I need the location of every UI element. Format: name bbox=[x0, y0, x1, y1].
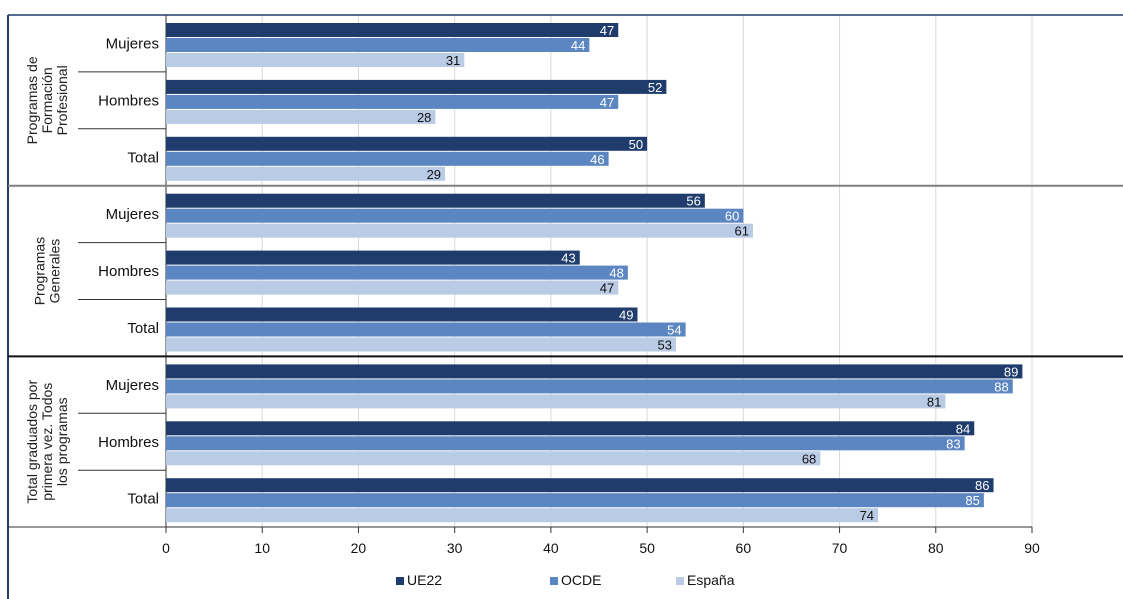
data-label: 52 bbox=[648, 80, 662, 95]
data-label: 56 bbox=[686, 194, 700, 209]
x-axis: 0 10 20 30 40 50 60 70 80 90 bbox=[8, 526, 1040, 556]
data-label: 49 bbox=[619, 308, 633, 323]
bar-ue22 bbox=[166, 307, 638, 322]
data-label: 88 bbox=[994, 379, 1008, 394]
bar-ocde bbox=[166, 265, 628, 280]
x-tick-label: 70 bbox=[832, 540, 848, 556]
bar-ocde bbox=[166, 379, 1013, 394]
data-label: 47 bbox=[600, 281, 614, 296]
data-label: 44 bbox=[571, 38, 585, 53]
data-label: 53 bbox=[658, 338, 672, 353]
data-label: 85 bbox=[965, 493, 979, 508]
bar-ocde bbox=[166, 38, 590, 52]
x-tick-label: 20 bbox=[351, 540, 367, 556]
legend-label: UE22 bbox=[407, 572, 442, 588]
bar-españa bbox=[166, 508, 879, 523]
category-label: Mujeres bbox=[106, 206, 159, 223]
bars bbox=[166, 23, 1023, 523]
data-label: 83 bbox=[946, 436, 960, 451]
legend-item-ue22: UE22 bbox=[396, 572, 442, 588]
group-labels: Programas deFormaciónProfesional Programa… bbox=[24, 56, 70, 503]
data-labels: 4744315247285046295660614348474954538988… bbox=[417, 23, 1018, 523]
bar-ocde bbox=[166, 94, 619, 109]
data-label: 28 bbox=[417, 110, 431, 125]
data-label: 68 bbox=[802, 451, 816, 466]
data-label: 60 bbox=[725, 209, 739, 224]
bar-españa bbox=[166, 223, 753, 238]
data-label: 47 bbox=[600, 23, 614, 38]
legend-swatch bbox=[550, 577, 558, 585]
data-label: 31 bbox=[446, 53, 460, 68]
category-label: Total bbox=[127, 149, 159, 166]
data-label: 48 bbox=[609, 266, 623, 281]
data-label: 86 bbox=[975, 478, 989, 493]
category-label: Hombres bbox=[98, 92, 159, 109]
legend-item-españa: España bbox=[676, 572, 735, 588]
category-label: Mujeres bbox=[106, 35, 159, 52]
bar-españa bbox=[166, 53, 465, 67]
bar-ue22 bbox=[166, 478, 994, 493]
bar-ocde bbox=[166, 322, 686, 337]
data-label: 61 bbox=[734, 224, 748, 239]
bar-ue22 bbox=[166, 250, 580, 265]
data-label: 47 bbox=[600, 95, 614, 110]
bar-ue22 bbox=[166, 421, 975, 436]
x-tick-label: 30 bbox=[447, 540, 463, 556]
legend: UE22 OCDE España bbox=[396, 572, 735, 588]
bar-ue22 bbox=[166, 193, 705, 208]
category-label: Total bbox=[127, 491, 159, 508]
bar-ocde bbox=[166, 208, 744, 223]
group-label: Total graduados porprimera vez. Todoslos… bbox=[24, 380, 70, 504]
group-label: ProgramasGenerales bbox=[32, 237, 63, 305]
x-tick-label: 90 bbox=[1024, 540, 1040, 556]
bar-ue22 bbox=[166, 23, 619, 37]
bar-españa bbox=[166, 280, 619, 295]
legend-label: OCDE bbox=[561, 572, 601, 588]
bar-españa bbox=[166, 394, 946, 409]
bar-españa bbox=[166, 109, 436, 124]
bar-españa bbox=[166, 166, 446, 181]
legend-label: España bbox=[687, 572, 735, 588]
bar-españa bbox=[166, 451, 821, 466]
x-tick-label: 0 bbox=[162, 540, 170, 556]
data-label: 50 bbox=[629, 137, 643, 152]
x-tick-label: 40 bbox=[543, 540, 559, 556]
bar-ocde bbox=[166, 436, 965, 451]
data-label: 29 bbox=[427, 167, 441, 182]
category-label: Mujeres bbox=[106, 377, 159, 394]
group-label: Programas deFormaciónProfesional bbox=[24, 56, 70, 144]
frame bbox=[7, 14, 1123, 599]
x-tick-label: 60 bbox=[736, 540, 752, 556]
data-label: 54 bbox=[667, 323, 681, 338]
category-label: Hombres bbox=[98, 263, 159, 280]
x-tick-label: 10 bbox=[254, 540, 270, 556]
data-label: 43 bbox=[561, 251, 575, 266]
data-label: 74 bbox=[860, 508, 874, 523]
bar-españa bbox=[166, 337, 676, 352]
category-label: Hombres bbox=[98, 434, 159, 451]
bar-ue22 bbox=[166, 136, 648, 151]
data-label: 81 bbox=[927, 394, 941, 409]
legend-swatch bbox=[396, 577, 404, 585]
bar-ue22 bbox=[166, 79, 667, 94]
category-label: Total bbox=[127, 320, 159, 337]
legend-swatch bbox=[676, 577, 684, 585]
data-label: 84 bbox=[956, 421, 970, 436]
x-tick-label: 80 bbox=[928, 540, 944, 556]
bar-ocde bbox=[166, 151, 609, 166]
bar-ue22 bbox=[166, 364, 1023, 379]
legend-item-ocde: OCDE bbox=[550, 572, 601, 588]
x-tick-label: 50 bbox=[639, 540, 655, 556]
data-label: 89 bbox=[1004, 364, 1018, 379]
data-label: 46 bbox=[590, 152, 604, 167]
bar-ocde bbox=[166, 493, 984, 508]
category-labels: Mujeres Hombres Total Mujeres Hombres Total Mu… bbox=[98, 35, 159, 507]
